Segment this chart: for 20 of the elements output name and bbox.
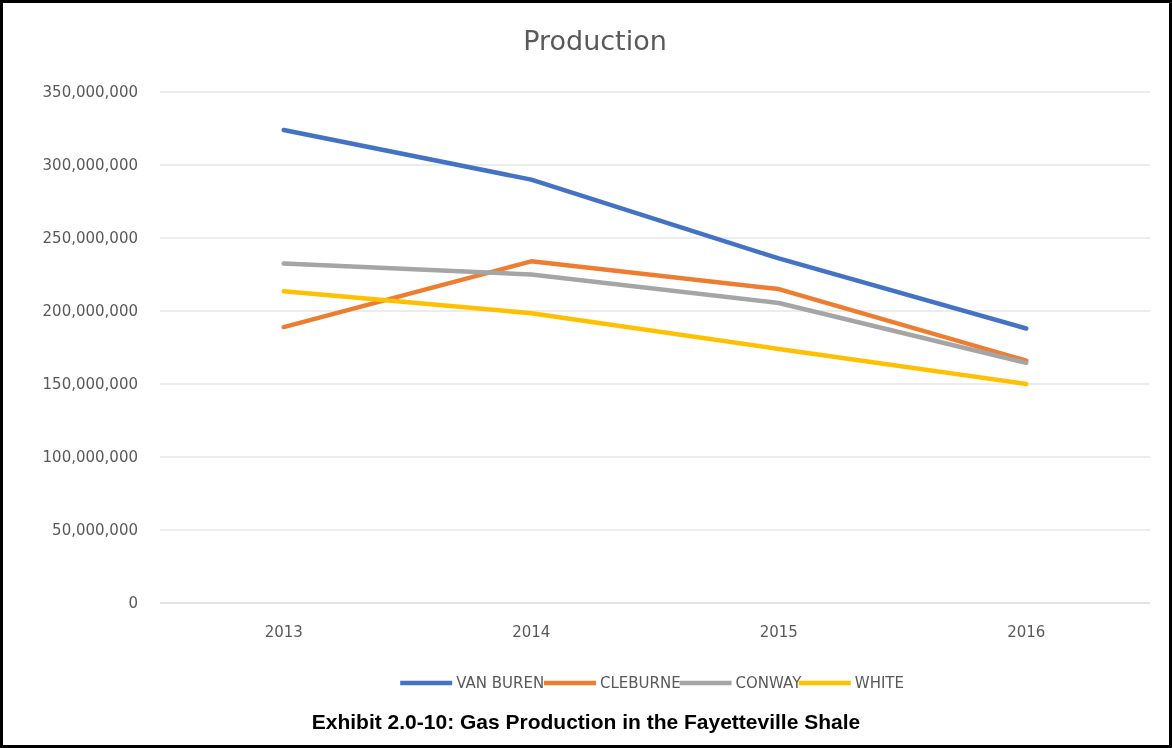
x-tick-label: 2016 <box>1007 623 1046 641</box>
y-tick-label: 0 <box>128 594 138 613</box>
line-series <box>281 127 1029 331</box>
legend-label: WHITE <box>854 674 904 693</box>
legend-label: VAN BUREN <box>456 674 545 693</box>
y-tick-label: 100,000,000 <box>42 448 138 467</box>
y-tick-label: 300,000,000 <box>42 156 138 175</box>
y-tick-label: 200,000,000 <box>42 302 138 321</box>
x-tick-label: 2013 <box>264 623 303 641</box>
y-tick-label: 250,000,000 <box>42 229 138 248</box>
line-series <box>281 289 1029 387</box>
text: Exhibit 2.0-10: Gas Production in the Fayetteville Shale <box>311 710 861 733</box>
legend-label: CLEBURNE <box>600 674 681 693</box>
chart-title: Production <box>523 25 667 56</box>
legend-label: CONWAY <box>735 674 803 693</box>
x-tick-label: 2014 <box>512 623 551 641</box>
x-tick-label: 2015 <box>759 623 798 641</box>
y-tick-label: 350,000,000 <box>42 83 138 102</box>
y-tick-label: 50,000,000 <box>52 521 138 540</box>
y-tick-label: 150,000,000 <box>42 375 138 394</box>
